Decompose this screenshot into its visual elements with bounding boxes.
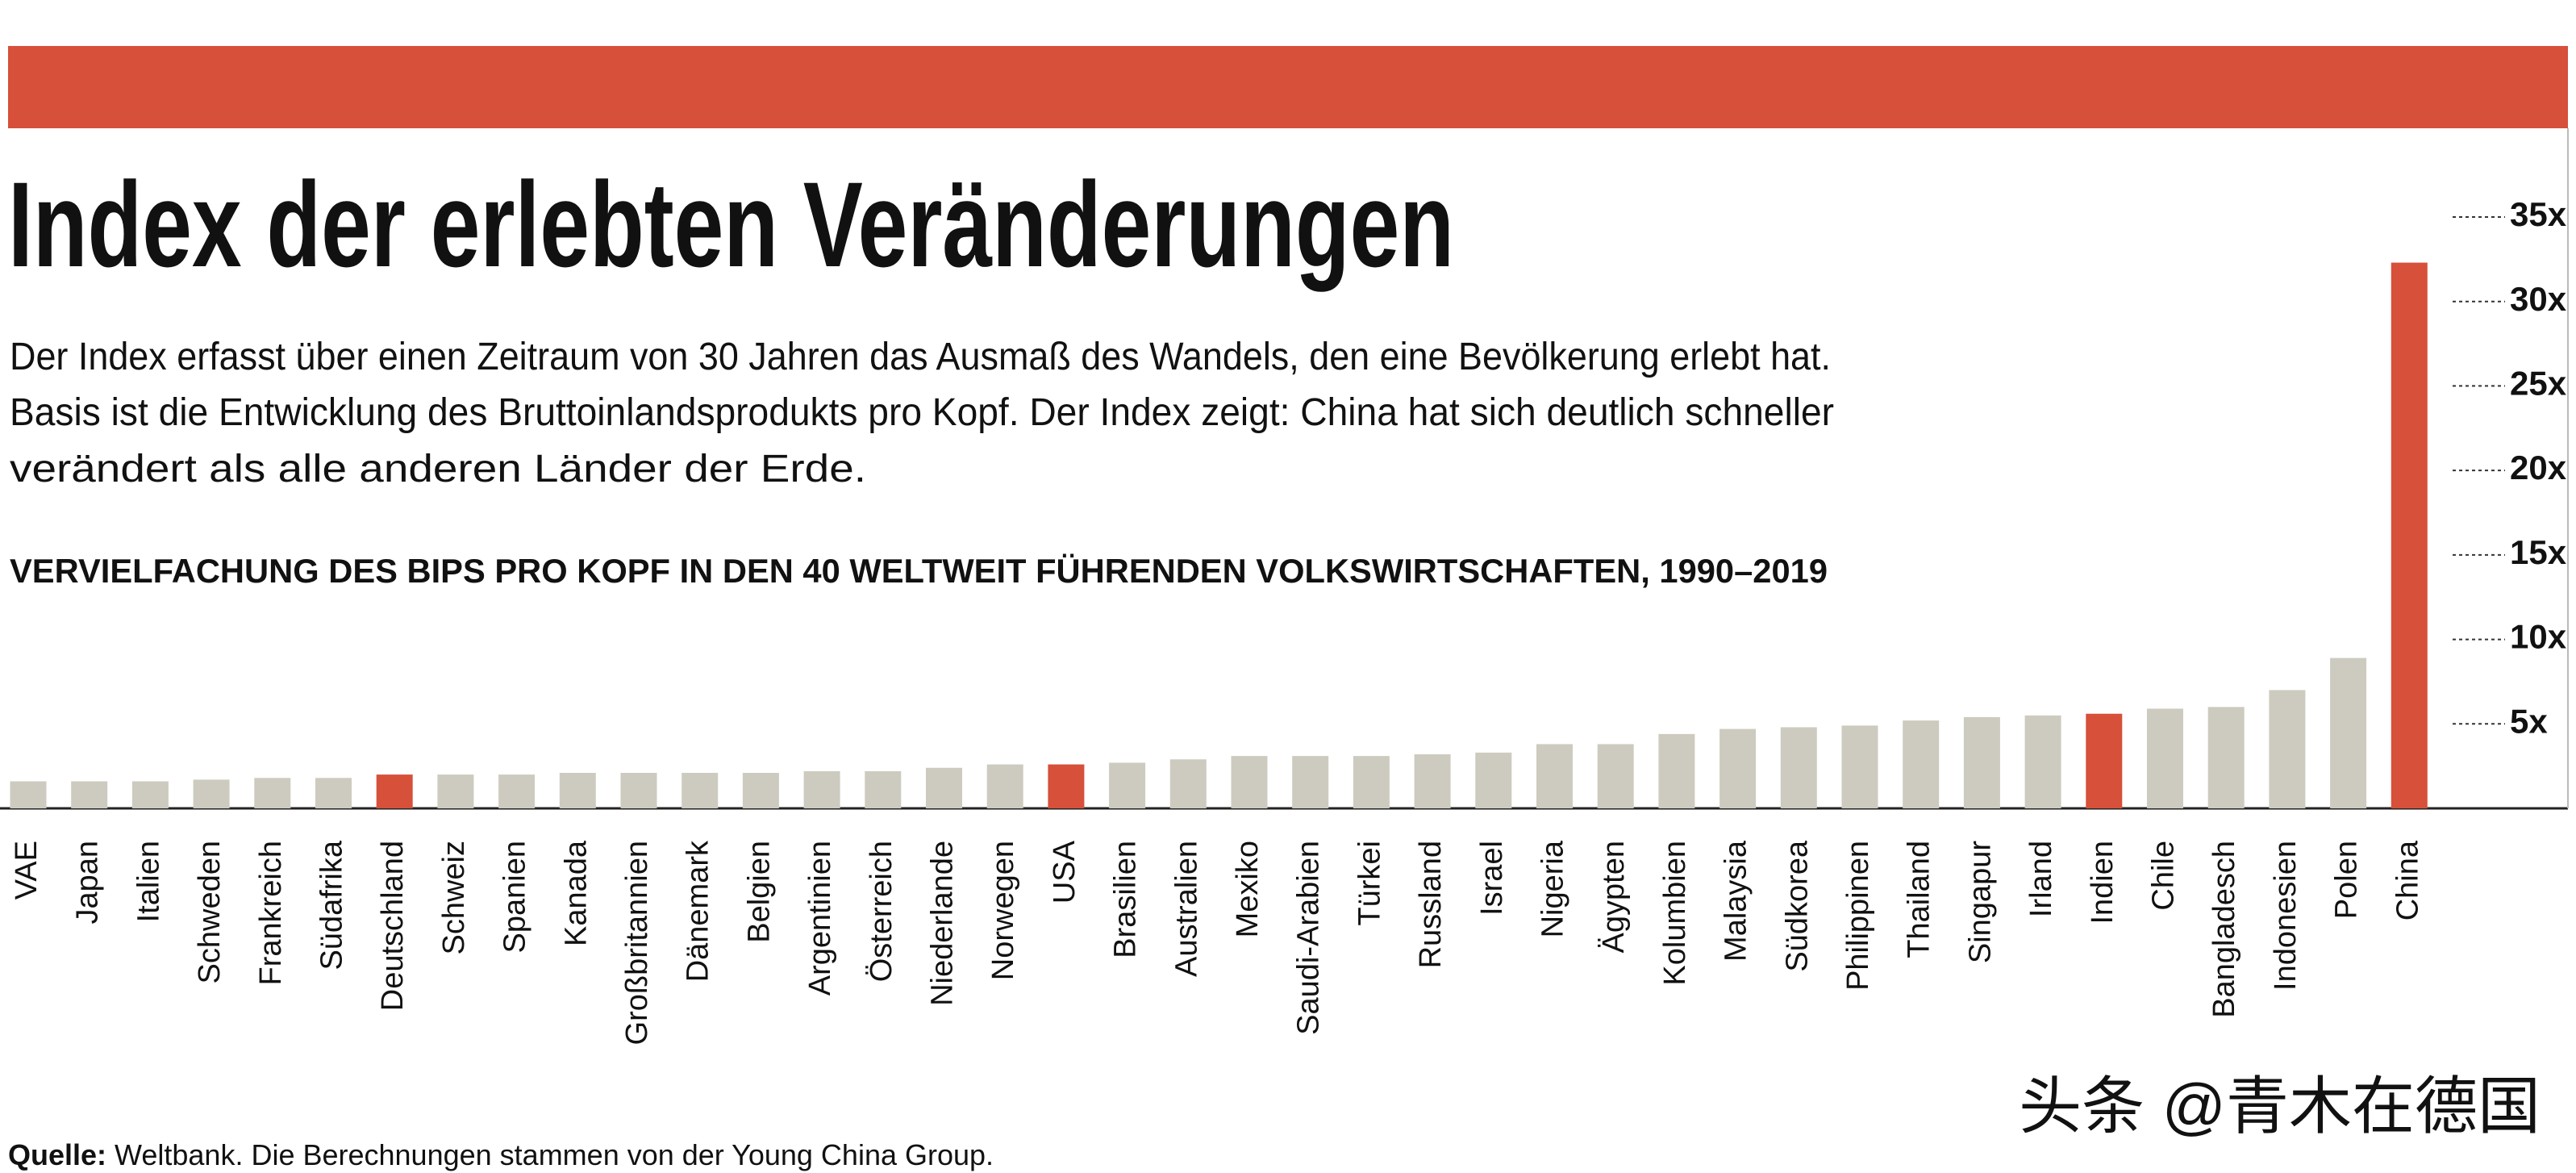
bar	[1903, 720, 1940, 808]
x-tick-label: Südkorea	[1780, 840, 1814, 972]
x-tick-label: Ägypten	[1597, 841, 1631, 953]
bar	[1475, 752, 1512, 808]
bar	[376, 774, 413, 808]
y-tick-label: 30x	[2510, 280, 2567, 318]
bar	[498, 774, 536, 808]
x-tick-label: Spanien	[498, 841, 532, 953]
x-tick-label: Schweden	[193, 841, 227, 983]
bar	[865, 770, 902, 808]
x-tick-label: Australien	[1169, 841, 1203, 977]
x-tick-label: China	[2391, 840, 2424, 920]
bar	[193, 779, 230, 808]
x-tick-label: Indien	[2086, 841, 2120, 925]
source-label: Quelle:	[8, 1138, 106, 1171]
x-tick-label: Schweiz	[437, 841, 471, 955]
x-tick-label: Bangladesch	[2207, 841, 2241, 1018]
x-tick-label: Kanada	[559, 840, 593, 946]
description-line: Basis ist die Entwicklung des Bruttoinla…	[10, 391, 1834, 434]
y-tick-label: 25x	[2510, 365, 2567, 403]
bar	[1048, 764, 1085, 808]
x-tick-label: Irland	[2024, 841, 2058, 917]
bar	[1536, 744, 1573, 808]
bar	[10, 781, 47, 808]
y-tick-label: 10x	[2510, 618, 2567, 656]
x-tick-label: Türkei	[1353, 841, 1386, 926]
bar	[1414, 753, 1451, 808]
source: Quelle: Weltbank. Die Berechnungen stamm…	[8, 1138, 994, 1171]
x-tick-label: Japan	[71, 841, 105, 925]
x-tick-label: Philippinen	[1841, 841, 1875, 991]
bar	[926, 767, 962, 808]
bar	[559, 773, 596, 808]
x-tick-label: Österreich	[865, 841, 898, 982]
description-line: verändert als alle anderen Länder der Er…	[10, 448, 866, 490]
bar	[620, 773, 657, 808]
x-tick-label: Russland	[1414, 841, 1448, 968]
bar	[131, 781, 169, 808]
bar	[1169, 759, 1207, 808]
bar	[2207, 707, 2245, 808]
bar	[1597, 744, 1634, 808]
x-tick-label: Chile	[2147, 841, 2181, 911]
x-tick-label: Deutschland	[376, 841, 410, 1011]
x-tick-label: Norwegen	[986, 841, 1020, 980]
bar	[1841, 725, 1878, 808]
chart-title: Index der erlebten Veränderungen	[8, 157, 1454, 292]
header-band	[8, 46, 2568, 128]
x-tick-label: Brasilien	[1109, 841, 1143, 958]
y-tick-label: 20x	[2510, 449, 2567, 486]
bar	[2330, 657, 2367, 808]
chart-subtitle: VERVIELFACHUNG DES BIPS PRO KOPF IN DEN …	[10, 552, 1828, 590]
x-tick-label: Malaysia	[1719, 840, 1753, 962]
bar	[682, 773, 719, 808]
x-tick-label: Kolumbien	[1658, 841, 1692, 986]
x-tick-label: Mexiko	[1231, 841, 1265, 937]
bar	[71, 781, 108, 808]
bar	[1292, 756, 1329, 808]
description-line: Der Index erfasst über einen Zeitraum vo…	[10, 336, 1831, 378]
x-tick-label: Argentinien	[803, 841, 837, 996]
bar	[1109, 762, 1146, 808]
bar	[437, 774, 474, 808]
x-tick-label: Niederlande	[926, 841, 960, 1006]
x-tick-label: Italien	[131, 841, 165, 922]
x-tick-label: Saudi-Arabien	[1292, 841, 1326, 1035]
bar	[1780, 727, 1817, 808]
source-text: Weltbank. Die Berechnungen stammen von d…	[106, 1138, 994, 1171]
y-tick-label: 35x	[2510, 195, 2567, 233]
bar	[1658, 733, 1695, 808]
x-tick-label: Singapur	[1963, 841, 1997, 963]
bar	[1353, 756, 1390, 808]
x-tick-label: VAE	[10, 841, 44, 900]
bar	[742, 773, 779, 808]
x-tick-label: Großbritannien	[620, 841, 654, 1045]
x-tick-label: Polen	[2330, 841, 2364, 919]
bar	[803, 770, 840, 808]
x-tick-label: Belgien	[742, 841, 776, 943]
y-tick-label: 5x	[2510, 702, 2548, 740]
bar	[986, 764, 1023, 808]
bar	[2391, 262, 2428, 808]
bar	[2024, 715, 2061, 808]
bar	[1231, 756, 1268, 808]
x-tick-label: Thailand	[1903, 841, 1936, 958]
x-tick-label: Israel	[1475, 841, 1509, 916]
bar	[2269, 690, 2306, 808]
bar	[254, 778, 291, 808]
x-tick-label: Indonesien	[2269, 841, 2303, 991]
bar	[2147, 708, 2183, 808]
y-tick-label: 15x	[2510, 533, 2567, 571]
x-tick-label: Nigeria	[1536, 840, 1570, 937]
bar	[2086, 713, 2123, 808]
bar	[1963, 716, 2000, 808]
bar	[315, 778, 352, 808]
bar	[1719, 728, 1757, 808]
x-tick-label: Südafrika	[315, 840, 349, 970]
x-tick-label: USA	[1048, 840, 1082, 904]
x-tick-label: Frankreich	[254, 841, 288, 986]
x-tick-label: Dänemark	[682, 840, 715, 982]
watermark: 头条 @青木在德国	[2019, 1071, 2541, 1142]
